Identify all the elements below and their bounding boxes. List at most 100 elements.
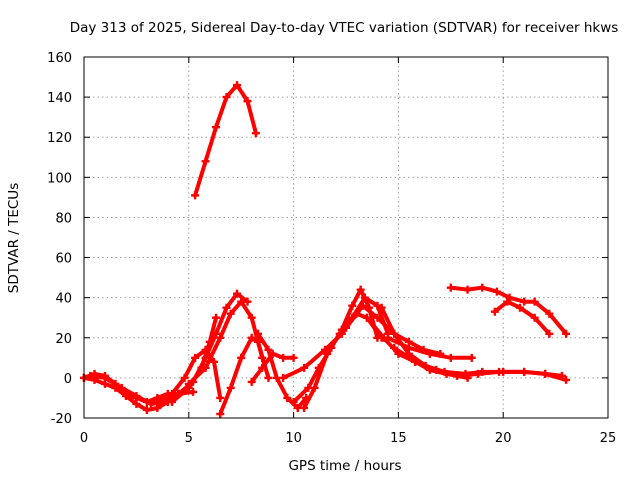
data-point <box>132 399 141 408</box>
data-point <box>342 323 350 332</box>
data-point <box>184 379 193 388</box>
data-point <box>279 353 288 362</box>
x-axis-label: GPS time / hours <box>288 458 401 474</box>
data-point <box>467 353 476 362</box>
data-point <box>446 353 455 362</box>
data-point <box>453 371 462 380</box>
data-point <box>226 383 235 392</box>
data-point <box>188 387 197 396</box>
x-tick-label: 15 <box>390 431 407 446</box>
series-arc-9 <box>247 349 298 386</box>
data-point <box>132 391 141 400</box>
data-point <box>147 399 156 408</box>
data-point <box>390 343 399 352</box>
data-point <box>100 373 109 382</box>
y-tick-label: 160 <box>47 51 72 66</box>
series-arc-13 <box>300 293 392 412</box>
data-point <box>545 309 554 318</box>
data-point <box>562 329 571 338</box>
y-tick-label: 40 <box>55 292 72 307</box>
series-line <box>82 371 181 404</box>
data-point <box>216 393 225 402</box>
data-point <box>377 303 386 312</box>
data-point <box>253 329 262 338</box>
series-arc-2 <box>80 373 172 414</box>
data-point <box>264 345 273 354</box>
data-point <box>247 313 256 322</box>
data-point <box>562 375 571 384</box>
series-line <box>256 331 309 410</box>
plot-frame <box>83 56 609 419</box>
data-point <box>86 371 95 380</box>
x-tick-label: 20 <box>495 431 512 446</box>
data-point <box>209 357 218 366</box>
data-point <box>520 297 529 306</box>
data-point <box>237 353 246 362</box>
data-point <box>432 365 441 374</box>
data-point <box>373 313 382 322</box>
data-point <box>117 383 126 392</box>
data-point <box>404 343 413 352</box>
axis-ticks: 0 5 10 15 20 25 -20 0 20 40 60 80 100 120 140 160 <box>47 51 616 446</box>
data-point <box>233 81 242 90</box>
series-arc-18 <box>383 333 476 362</box>
data-point <box>321 345 330 354</box>
data-point <box>520 367 529 376</box>
data-point <box>323 349 332 358</box>
data-point <box>505 293 514 302</box>
data-point <box>348 301 357 310</box>
data-point <box>212 123 221 132</box>
y-tick-label: 20 <box>55 332 72 347</box>
series-arc-7 <box>184 297 267 388</box>
data-point <box>247 377 256 386</box>
data-point <box>474 369 483 378</box>
data-point <box>373 301 382 310</box>
series-arc-4 <box>153 345 225 406</box>
data-point <box>300 403 309 412</box>
y-tick-label: 0 <box>64 372 72 387</box>
data-point <box>446 283 455 292</box>
y-tick-label: 140 <box>47 91 72 106</box>
y-tick-label: 100 <box>47 171 72 186</box>
data-point <box>411 357 420 366</box>
series-arc-20 <box>446 283 571 338</box>
data-point <box>289 397 298 406</box>
data-point <box>390 329 399 338</box>
y-axis-label: SDTVAR / TECUs <box>6 183 22 293</box>
data-point <box>557 371 566 380</box>
series-line <box>218 335 271 416</box>
data-point <box>495 367 504 376</box>
data-point <box>530 313 539 322</box>
data-point <box>180 373 189 382</box>
data-point <box>153 397 162 406</box>
data-point <box>233 289 242 298</box>
data-point <box>279 373 288 382</box>
data-point <box>425 349 434 358</box>
data-point <box>515 303 524 312</box>
data-point <box>121 391 130 400</box>
data-point <box>490 307 499 316</box>
data-point <box>168 397 177 406</box>
x-tick-label: 10 <box>285 431 302 446</box>
data-point <box>283 393 292 402</box>
data-point <box>216 409 225 418</box>
y-tick-label: 80 <box>55 211 72 226</box>
data-point <box>362 313 371 322</box>
data-point <box>530 297 539 306</box>
data-point <box>492 287 501 296</box>
data-point <box>212 313 221 322</box>
data-point <box>541 369 550 378</box>
data-point <box>191 191 200 200</box>
series-arc-19 <box>390 343 566 380</box>
data-point <box>191 353 200 362</box>
series-line <box>88 373 195 406</box>
data-point <box>545 329 554 338</box>
chart-title: Day 313 of 2025, Sidereal Day-to-day VTE… <box>70 20 619 36</box>
grid <box>84 57 608 418</box>
data-point <box>226 309 235 318</box>
data-point <box>247 333 256 342</box>
data-point <box>478 283 487 292</box>
data-point <box>222 93 231 102</box>
y-tick-label: 60 <box>55 252 72 267</box>
